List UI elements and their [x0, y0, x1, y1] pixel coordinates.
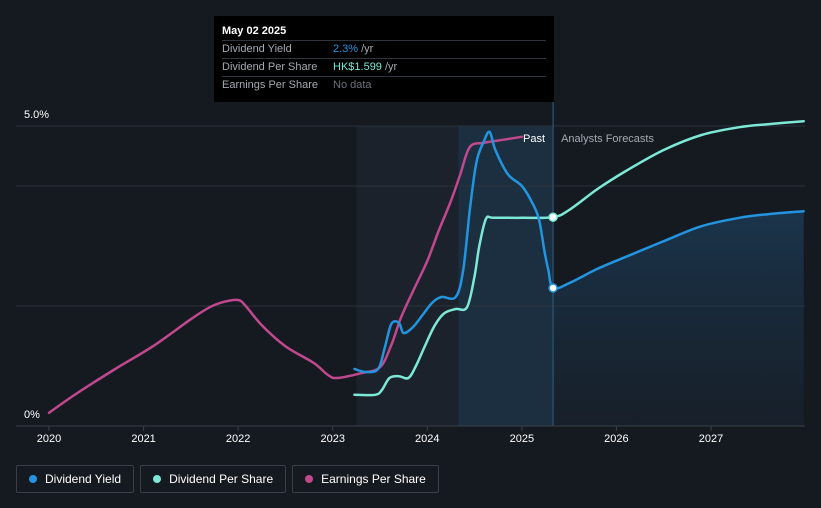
- x-tick-label: 2022: [226, 433, 250, 445]
- x-tick-label: 2020: [37, 433, 61, 445]
- tooltip: May 02 2025 Dividend Yield 2.3% /yr Divi…: [214, 16, 554, 102]
- tooltip-value: No data: [333, 79, 372, 91]
- x-tick-label: 2023: [320, 433, 344, 445]
- tooltip-key: Earnings Per Share: [222, 79, 318, 91]
- tooltip-row-dividend-per-share: Dividend Per Share HK$1.599 /yr: [222, 59, 546, 77]
- marker-dividend-per-share[interactable]: [548, 212, 558, 222]
- x-tick-label: 2024: [415, 433, 439, 445]
- region-label-forecast: Analysts Forecasts: [561, 133, 654, 145]
- marker-dividend-yield[interactable]: [548, 283, 558, 293]
- tooltip-value: 2.3%: [333, 43, 359, 55]
- legend-item-dividend-yield[interactable]: Dividend Yield: [16, 465, 135, 493]
- y-tick-label: 5.0%: [24, 109, 49, 121]
- legend-dot-icon: [305, 475, 314, 483]
- series-line-dividend-yield: [353, 130, 805, 374]
- legend: Dividend Yield Dividend Per Share Earnin…: [16, 465, 439, 493]
- legend-dot-icon: [153, 475, 162, 483]
- x-tick-label: 2025: [510, 433, 534, 445]
- x-tick-label: 2021: [131, 433, 155, 445]
- tooltip-row-dividend-yield: Dividend Yield 2.3% /yr: [222, 41, 546, 59]
- legend-dot-icon: [29, 475, 37, 483]
- legend-item-dividend-per-share[interactable]: Dividend Per Share: [140, 465, 287, 493]
- tooltip-row-earnings-per-share: Earnings Per Share No data: [222, 77, 546, 94]
- tooltip-key: Dividend Per Share: [222, 61, 318, 73]
- series-line-earnings-per-share: [47, 135, 524, 415]
- region-label-past: Past: [523, 133, 545, 145]
- tooltip-unit: /yr: [361, 43, 374, 55]
- yield-area-fill: [553, 211, 804, 426]
- legend-item-earnings-per-share[interactable]: Earnings Per Share: [292, 465, 439, 493]
- legend-label: Dividend Yield: [45, 472, 122, 486]
- tooltip-unit: /yr: [384, 61, 398, 73]
- x-tick-label: 2026: [604, 433, 628, 445]
- tooltip-value: HK$1.599: [333, 61, 382, 73]
- series-line-dividend-per-share: [353, 119, 805, 397]
- dividend-chart: 2020 2021 2022 2023 2024 2025 2026 2027 0%5.0% …: [16, 16, 805, 445]
- y-tick-label: 0%: [24, 409, 40, 421]
- x-tick-label: 2027: [699, 433, 723, 445]
- legend-label: Earnings Per Share: [321, 472, 426, 486]
- tooltip-key: Dividend Yield: [222, 43, 292, 55]
- tooltip-date: May 02 2025: [222, 22, 546, 41]
- legend-label: Dividend Per Share: [169, 472, 274, 486]
